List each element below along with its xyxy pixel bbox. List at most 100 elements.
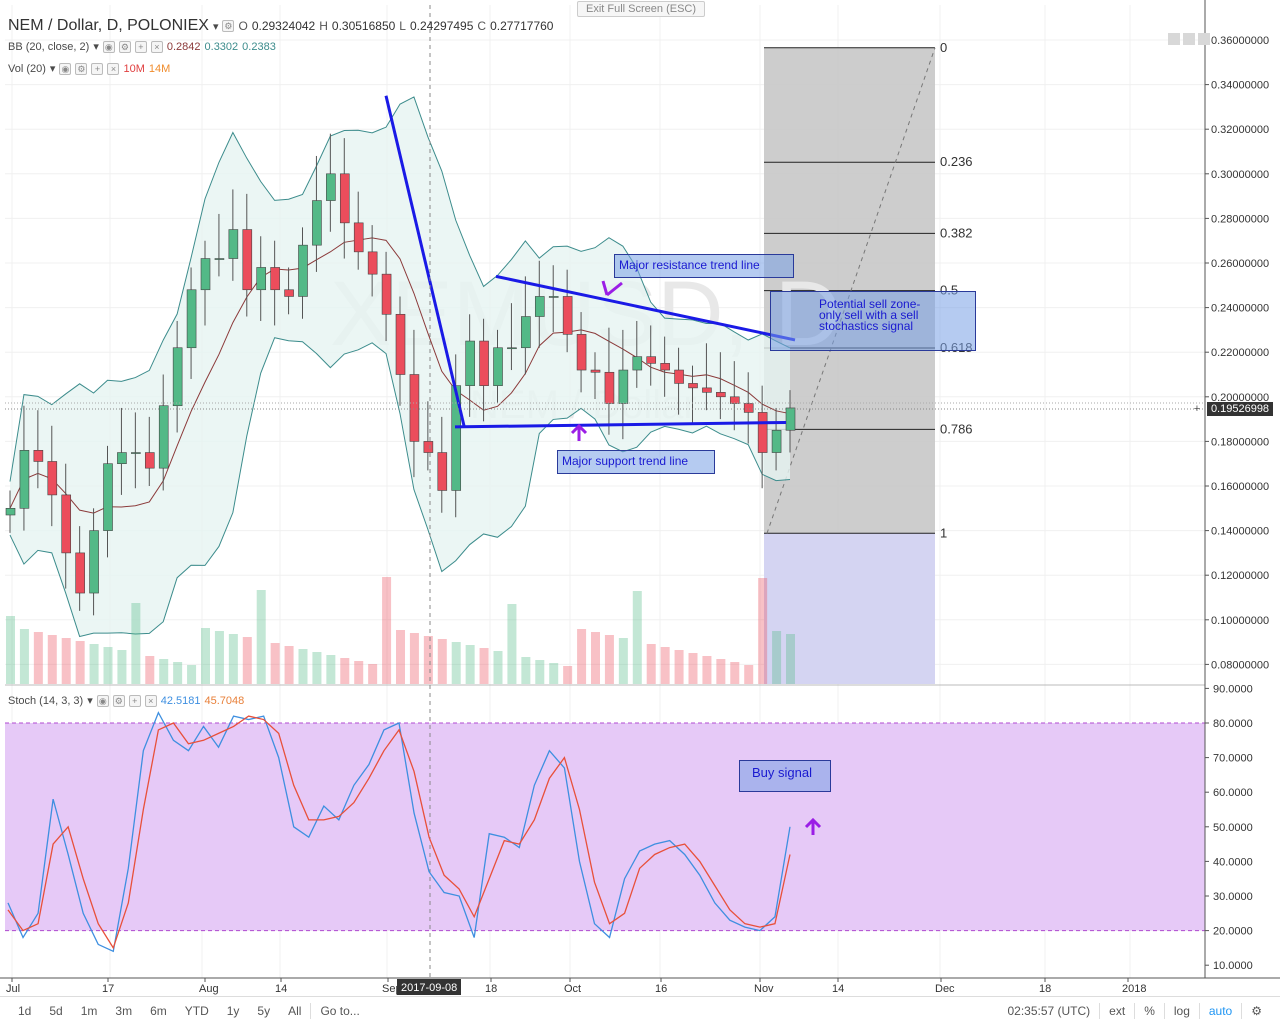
bb-lower-line [9, 337, 791, 638]
volume-bar [368, 664, 378, 684]
bb-upper-line [9, 96, 791, 482]
exit-fullscreen-button[interactable]: Exit Full Screen (ESC) [577, 1, 705, 17]
range-5y[interactable]: 5y [257, 1003, 271, 1018]
range-5d[interactable]: 5d [49, 1003, 63, 1018]
time-tick-label: Dec [935, 983, 955, 995]
move-up-icon[interactable] [1183, 33, 1195, 45]
close-icon[interactable]: × [144, 694, 157, 707]
utc-clock[interactable]: 02:35:57 (UTC) [1007, 1003, 1091, 1018]
gear-icon[interactable]: ⚙ [75, 62, 88, 75]
volume-bar [786, 634, 795, 684]
stoch-legend: Stoch (14, 3, 3) ▾ ◉ ⚙ + × 42.5181 45.70… [8, 694, 244, 707]
volume-bar [61, 638, 71, 684]
range-1m[interactable]: 1m [80, 1003, 98, 1018]
gear-icon[interactable]: ⚙ [118, 40, 131, 53]
plus-icon[interactable]: + [134, 40, 147, 53]
vol-label[interactable]: Vol (20) [8, 62, 46, 75]
volume-bar [409, 633, 419, 684]
volume-bar [577, 629, 587, 684]
candle-body [785, 407, 796, 431]
stoch-tick-label: 80.0000 [1213, 718, 1253, 730]
plus-icon[interactable]: + [128, 694, 141, 707]
bb-basis-value: 0.2842 [166, 40, 201, 53]
buy-signal-note[interactable]: Buy signal [739, 760, 831, 792]
volume-bar [521, 657, 531, 684]
fib-lower-box [764, 533, 935, 684]
support-note[interactable]: Major support trend line [557, 450, 715, 474]
stoch-dropdown-icon[interactable]: ▾ [87, 695, 93, 707]
plus-icon[interactable]: + [91, 62, 104, 75]
symbol-header: NEM / Dollar, D, POLONIEX ▾ ⚙ O 0.2932404… [8, 17, 553, 35]
maximize-icon[interactable] [1168, 33, 1180, 45]
volume-bar [618, 638, 628, 684]
candle-body [270, 267, 280, 291]
stoch-tick-label: 10.0000 [1213, 960, 1253, 972]
support-trend-line [454, 420, 787, 429]
candle-body [451, 385, 462, 491]
price-tick-label: 0.18000000 [1211, 436, 1269, 448]
candle-body [590, 369, 601, 373]
range-ytd[interactable]: YTD [184, 1003, 209, 1018]
volume-bar [75, 641, 85, 684]
range-1d[interactable]: 1d [18, 1003, 32, 1018]
settings-icon[interactable]: ⚙ [222, 20, 235, 32]
bb-dropdown-icon[interactable]: ▾ [93, 41, 99, 53]
price-tick-label: 0.36000000 [1211, 35, 1269, 47]
bb-label[interactable]: BB (20, close, 2) [8, 40, 90, 53]
volume-bar [228, 634, 238, 684]
fib-level-label: 0.236 [940, 154, 973, 169]
goto-button[interactable]: Go to... [320, 1003, 360, 1018]
symbol-dropdown-icon[interactable]: ▾ [212, 20, 219, 33]
price-tick-label: 0.34000000 [1211, 80, 1269, 92]
fib-level-label: 0.786 [940, 421, 973, 436]
eye-icon[interactable]: ◉ [59, 62, 72, 75]
volume-bar [19, 629, 29, 684]
stoch-tick-label: 90.0000 [1213, 683, 1253, 695]
eye-icon[interactable]: ◉ [102, 40, 115, 53]
ohlc-high-key: H [319, 19, 328, 33]
stoch-tick-label: 40.0000 [1213, 856, 1253, 868]
price-tick-label: 0.24000000 [1211, 303, 1269, 315]
volume-bar [465, 645, 475, 684]
time-tick-label: Oct [564, 983, 581, 995]
price-tick-label: 0.30000000 [1211, 169, 1269, 181]
candle-body [674, 369, 684, 384]
volume-bar [242, 637, 252, 684]
time-tick-label: 2018 [1122, 983, 1146, 995]
candle-body [144, 452, 155, 469]
vol-dropdown-icon[interactable]: ▾ [49, 63, 56, 75]
candle-body [507, 347, 517, 350]
settings-gear-icon[interactable]: ⚙ [1251, 1003, 1262, 1018]
sell-zone-note[interactable]: Potential sell zone- only sell with a se… [770, 291, 976, 351]
candle-body [61, 494, 72, 554]
resistance-note[interactable]: Major resistance trend line [614, 254, 794, 278]
candle-body [339, 173, 350, 224]
stoch-label[interactable]: Stoch (14, 3, 3) [8, 694, 84, 707]
move-down-icon[interactable] [1198, 33, 1210, 45]
range-all[interactable]: All [288, 1003, 302, 1018]
range-1y[interactable]: 1y [226, 1003, 240, 1018]
range-3m[interactable]: 3m [115, 1003, 133, 1018]
volume-bar [423, 636, 433, 684]
log-toggle[interactable]: log [1173, 1003, 1190, 1018]
candle-body [131, 452, 141, 454]
close-icon[interactable]: × [150, 40, 163, 53]
auto-toggle[interactable]: auto [1208, 1003, 1233, 1018]
candle-body [353, 222, 364, 253]
candle-body [298, 244, 308, 297]
symbol-title[interactable]: NEM / Dollar, D, POLONIEX [8, 17, 209, 34]
volume-bar [688, 653, 698, 684]
eye-icon[interactable]: ◉ [96, 694, 109, 707]
volume-bar [660, 647, 670, 684]
ext-toggle[interactable]: ext [1109, 1003, 1126, 1018]
candle-body [47, 461, 58, 496]
percent-toggle[interactable]: % [1144, 1003, 1155, 1018]
range-6m[interactable]: 6m [150, 1003, 167, 1018]
time-tick-label: 17 [102, 983, 114, 995]
candle-body [256, 267, 267, 291]
add-alert-icon[interactable]: + [1193, 403, 1201, 415]
close-icon[interactable]: × [107, 62, 120, 75]
price-tick-label: 0.10000000 [1211, 615, 1269, 627]
gear-icon[interactable]: ⚙ [112, 694, 125, 707]
